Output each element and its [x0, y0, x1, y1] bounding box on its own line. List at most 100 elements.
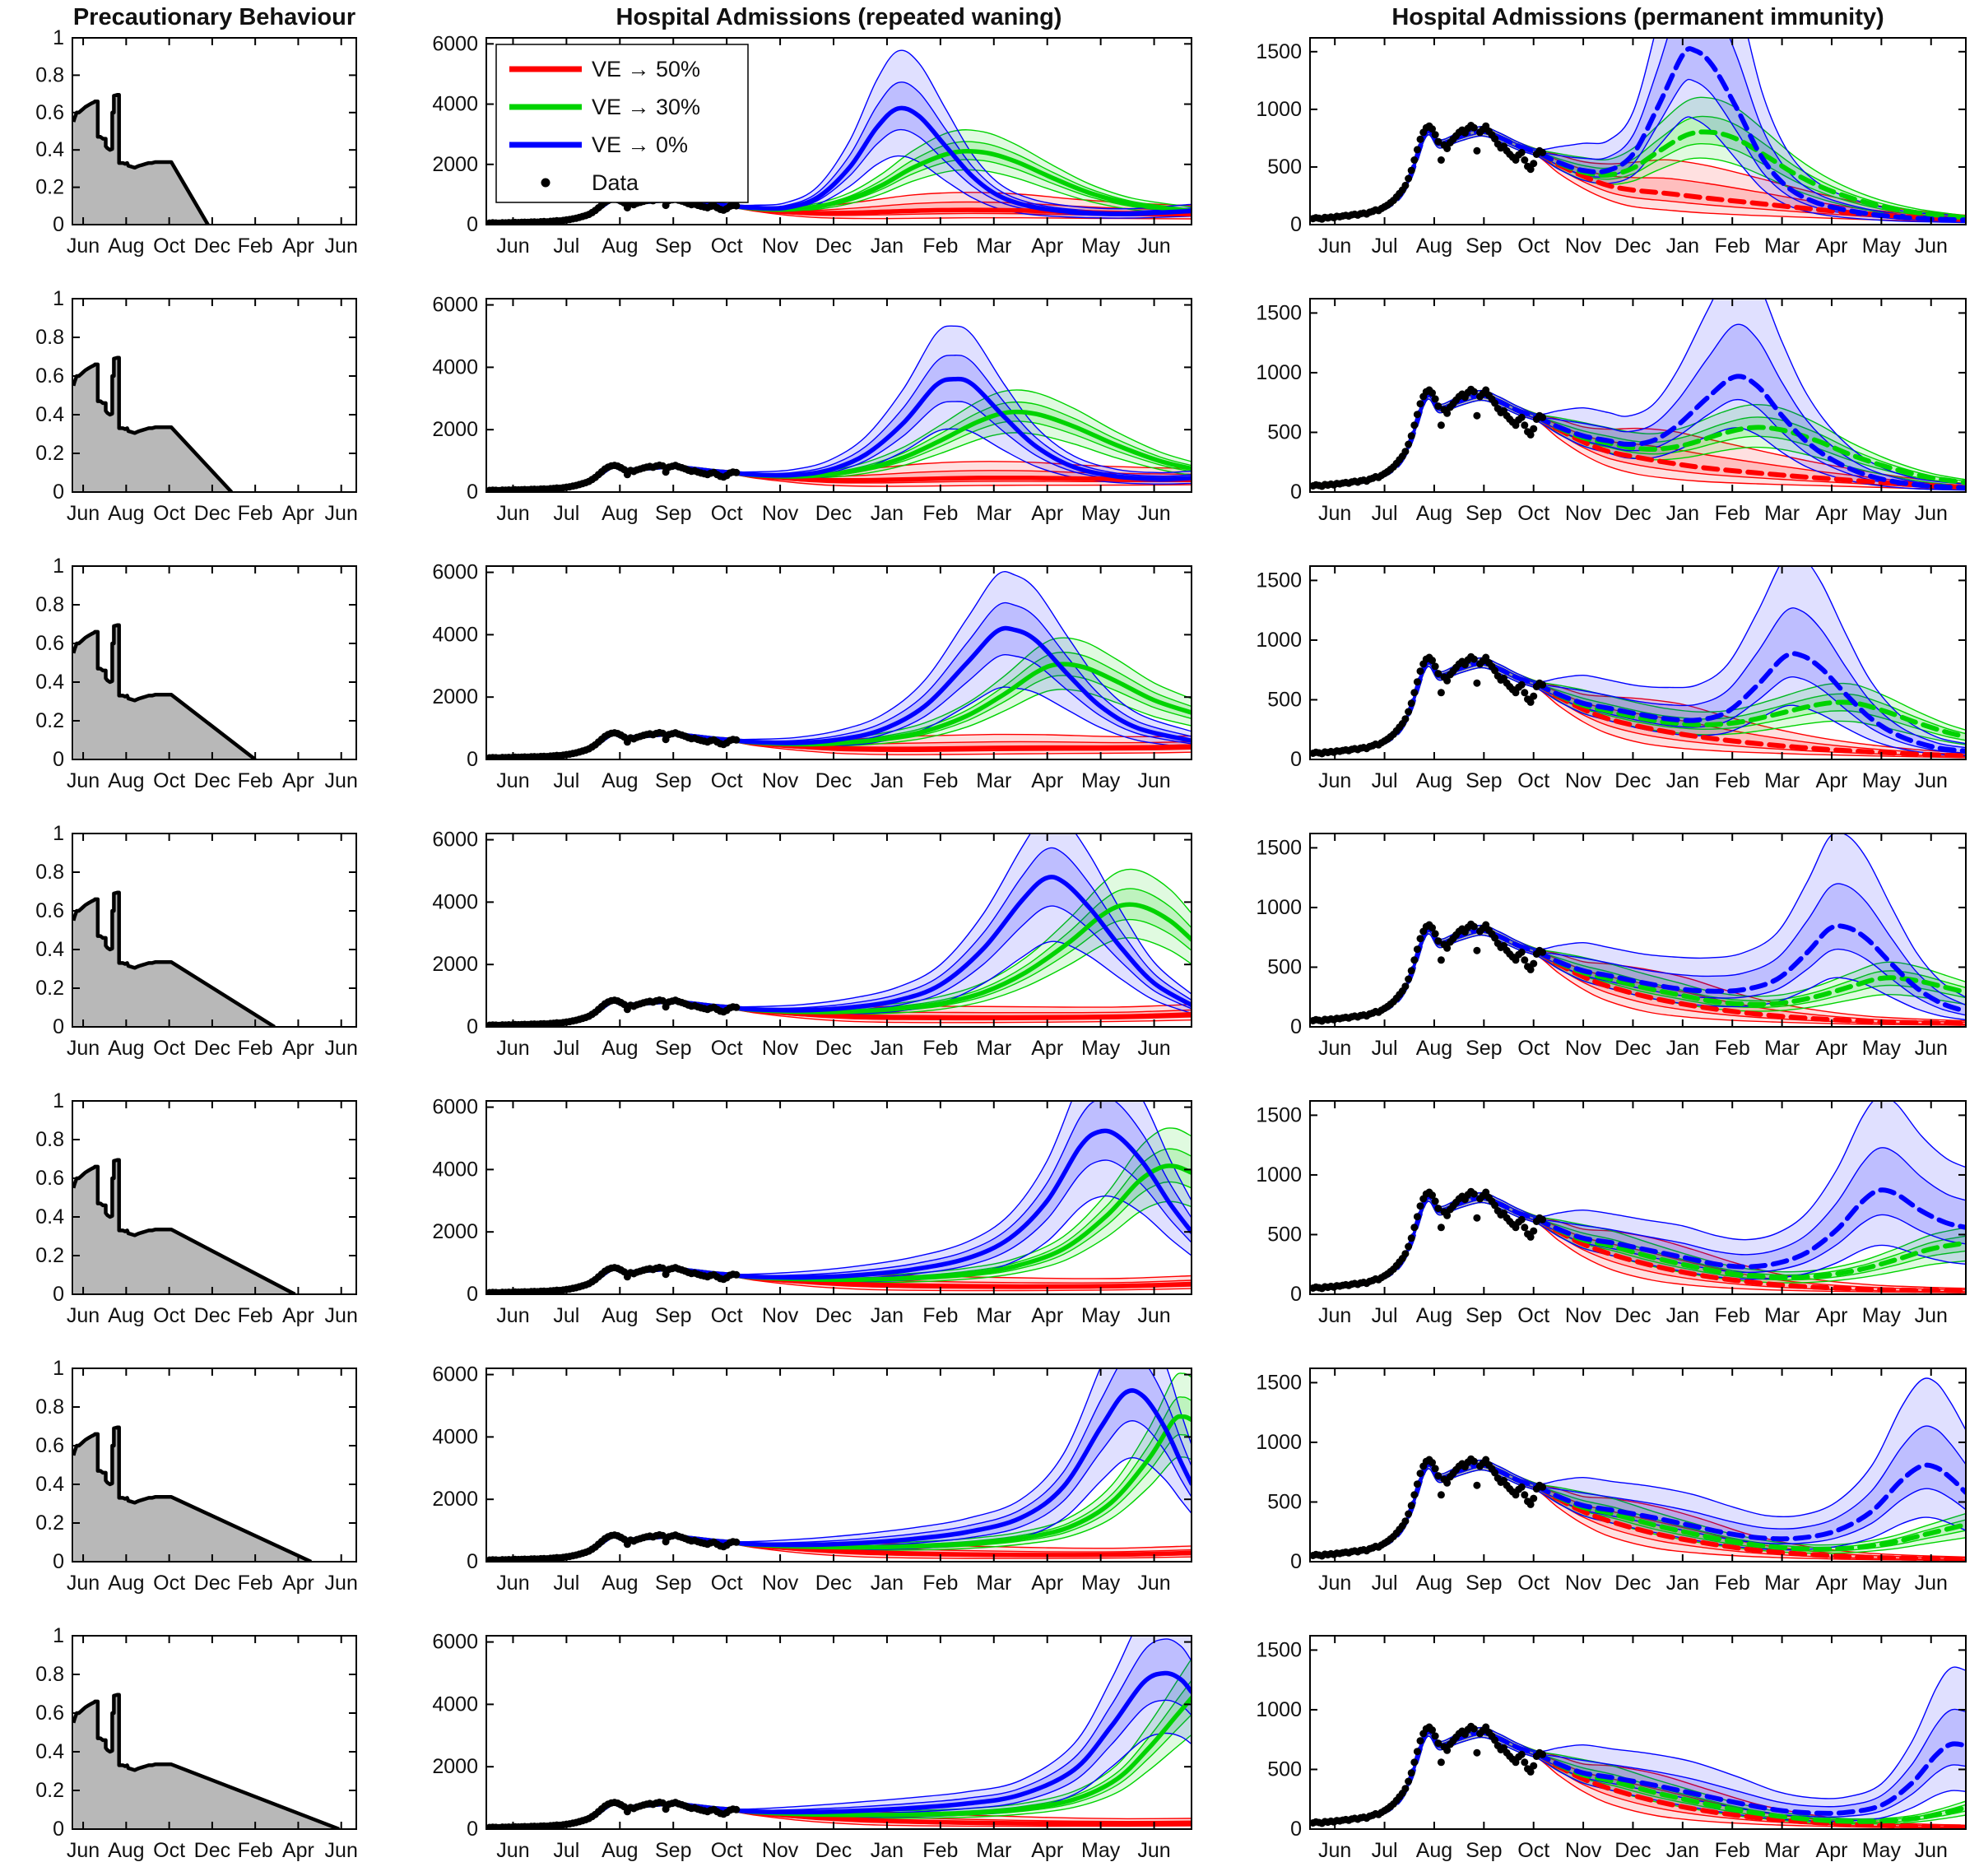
svg-text:0.8: 0.8 [35, 1128, 64, 1151]
svg-text:Sep: Sep [1466, 1572, 1502, 1595]
svg-text:Jun: Jun [496, 769, 529, 792]
svg-text:Sep: Sep [1466, 769, 1502, 792]
svg-text:Dec: Dec [815, 1572, 852, 1595]
svg-text:May: May [1081, 769, 1121, 792]
svg-text:Jun: Jun [1915, 1304, 1948, 1327]
svg-text:Feb: Feb [1715, 1304, 1750, 1327]
subplot-row3-waning: Jun Jul Aug Sep Oct Nov Dec Jan Feb Mar Apr May Jun 0… [374, 535, 1201, 802]
subplot-row7-permanent: Jun Jul Aug Sep Oct Nov Dec Jan Feb Mar Apr May Jun 0… [1201, 1604, 1979, 1872]
svg-text:Oct: Oct [153, 769, 185, 792]
svg-text:Mar: Mar [1764, 234, 1800, 258]
svg-text:Aug: Aug [602, 502, 638, 525]
svg-text:Jul: Jul [553, 234, 579, 258]
svg-text:Dec: Dec [194, 769, 230, 792]
svg-text:Mar: Mar [1764, 1572, 1800, 1595]
svg-text:Apr: Apr [282, 769, 314, 792]
svg-text:Jul: Jul [553, 769, 579, 792]
svg-text:2000: 2000 [432, 1488, 478, 1511]
svg-text:May: May [1862, 1037, 1902, 1060]
svg-text:Apr: Apr [1816, 1037, 1848, 1060]
svg-text:1500: 1500 [1256, 569, 1302, 592]
svg-text:Feb: Feb [238, 502, 273, 525]
svg-text:Jan: Jan [1666, 1304, 1699, 1327]
svg-text:0.4: 0.4 [35, 403, 64, 426]
svg-text:Jun: Jun [1915, 502, 1948, 525]
svg-text:4000: 4000 [432, 355, 478, 378]
svg-text:Mar: Mar [976, 1304, 1011, 1327]
svg-text:1500: 1500 [1256, 1638, 1302, 1661]
svg-text:Feb: Feb [922, 1572, 958, 1595]
svg-text:Jul: Jul [1372, 1037, 1398, 1060]
svg-text:0.6: 0.6 [35, 632, 64, 655]
svg-text:0: 0 [467, 1015, 478, 1038]
svg-text:Jul: Jul [1372, 502, 1398, 525]
svg-text:Jun: Jun [1915, 234, 1948, 258]
svg-text:Sep: Sep [655, 1304, 691, 1327]
svg-text:Apr: Apr [282, 1572, 314, 1595]
svg-text:Oct: Oct [1517, 502, 1549, 525]
svg-text:Jan: Jan [871, 1572, 904, 1595]
svg-text:Jun: Jun [1318, 1304, 1351, 1327]
svg-text:0: 0 [467, 1550, 478, 1573]
svg-text:Jul: Jul [1372, 234, 1398, 258]
svg-text:Dec: Dec [1614, 1037, 1651, 1060]
svg-text:Dec: Dec [1614, 502, 1651, 525]
svg-text:Dec: Dec [815, 1037, 852, 1060]
svg-text:0.8: 0.8 [35, 861, 64, 884]
svg-text:Mar: Mar [1764, 1304, 1800, 1327]
svg-text:0.2: 0.2 [35, 442, 64, 465]
svg-text:Jun: Jun [325, 1572, 358, 1595]
svg-text:Feb: Feb [922, 234, 958, 258]
svg-text:Feb: Feb [1715, 1037, 1750, 1060]
svg-text:Oct: Oct [153, 502, 185, 525]
subplot-row1-permanent: Jun Jul Aug Sep Oct Nov Dec Jan Feb Mar Apr May Jun 0… [1201, 0, 1979, 267]
svg-text:Aug: Aug [108, 1304, 144, 1327]
svg-text:6000: 6000 [432, 1363, 478, 1386]
subplot-row2-permanent: Jun Jul Aug Sep Oct Nov Dec Jan Feb Mar Apr May Jun 0… [1201, 267, 1979, 535]
svg-text:4000: 4000 [432, 623, 478, 646]
svg-text:Nov: Nov [762, 1037, 799, 1060]
svg-text:Jun: Jun [67, 1037, 100, 1060]
svg-text:Feb: Feb [238, 1037, 273, 1060]
svg-text:Jun: Jun [496, 502, 529, 525]
svg-text:Feb: Feb [922, 502, 958, 525]
svg-text:4000: 4000 [432, 1158, 478, 1181]
svg-text:Hospital Admissions (repeated: Hospital Admissions (repeated waning) [616, 4, 1062, 30]
svg-text:Dec: Dec [194, 1839, 230, 1862]
svg-text:0: 0 [1290, 1283, 1302, 1306]
svg-text:2000: 2000 [432, 1220, 478, 1243]
svg-text:Oct: Oct [153, 1037, 185, 1060]
svg-text:0: 0 [1290, 1550, 1302, 1573]
svg-text:0: 0 [467, 1818, 478, 1841]
svg-text:Jun: Jun [496, 1037, 529, 1060]
svg-text:0.6: 0.6 [35, 899, 64, 922]
svg-text:1: 1 [53, 555, 64, 578]
svg-text:Oct: Oct [1517, 1839, 1549, 1862]
svg-text:Jun: Jun [1318, 234, 1351, 258]
svg-text:Nov: Nov [1565, 1839, 1602, 1862]
svg-text:Aug: Aug [1416, 502, 1452, 525]
subplot-row2-precaution: Jun Aug Oct Dec Feb Apr Jun 0 0.2 0.4 0.6 0.8 1 [0, 267, 374, 535]
svg-text:Oct: Oct [1517, 769, 1549, 792]
svg-text:Jun: Jun [496, 1839, 529, 1862]
svg-text:Apr: Apr [282, 234, 314, 258]
svg-text:Sep: Sep [655, 234, 691, 258]
svg-text:Mar: Mar [1764, 1839, 1800, 1862]
svg-text:Oct: Oct [1517, 1572, 1549, 1595]
svg-text:Mar: Mar [1764, 1037, 1800, 1060]
svg-text:0.8: 0.8 [35, 1395, 64, 1419]
svg-text:500: 500 [1267, 1758, 1302, 1781]
svg-text:Nov: Nov [1565, 502, 1602, 525]
svg-text:Sep: Sep [1466, 502, 1502, 525]
svg-text:Aug: Aug [108, 234, 144, 258]
svg-text:Feb: Feb [922, 769, 958, 792]
svg-text:6000: 6000 [432, 1631, 478, 1654]
svg-text:Jun: Jun [496, 1572, 529, 1595]
svg-text:Jul: Jul [1372, 769, 1398, 792]
svg-text:Feb: Feb [238, 1572, 273, 1595]
svg-text:Apr: Apr [1031, 1572, 1063, 1595]
svg-text:2000: 2000 [432, 1755, 478, 1778]
svg-text:Aug: Aug [1416, 1572, 1452, 1595]
svg-text:4000: 4000 [432, 1425, 478, 1448]
svg-text:0: 0 [467, 213, 478, 236]
